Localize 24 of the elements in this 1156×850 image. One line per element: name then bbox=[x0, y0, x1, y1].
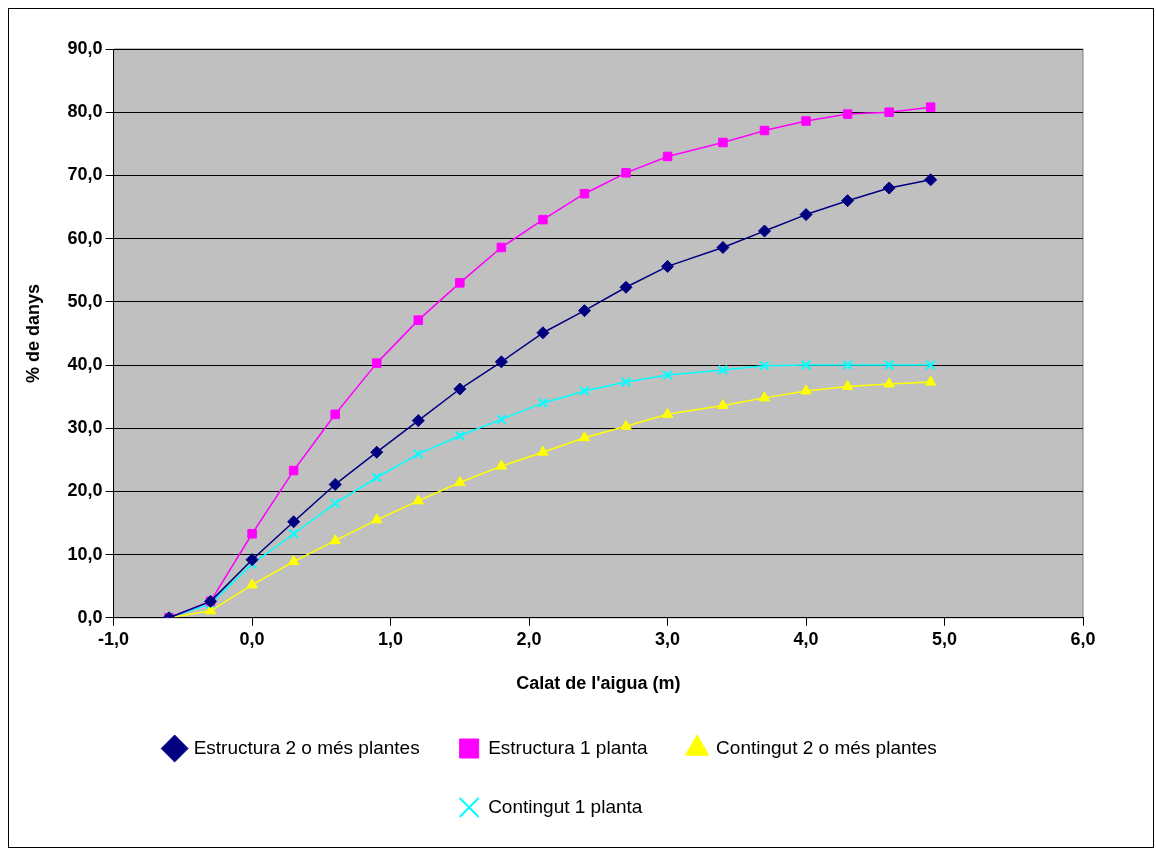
x-tick-label: 1,0 bbox=[378, 628, 404, 649]
y-tick-label: 0,0 bbox=[77, 606, 103, 627]
x-tick-label: 3,0 bbox=[655, 628, 681, 649]
y-axis-title: % de danys bbox=[22, 283, 43, 383]
y-tick-label: 10,0 bbox=[67, 543, 103, 564]
x-tick-label: 5,0 bbox=[932, 628, 958, 649]
legend-label: Contingut 1 planta bbox=[488, 795, 643, 817]
x-axis-title: Calat de l'aigua (m) bbox=[516, 673, 681, 694]
x-tick-label: 6,0 bbox=[1070, 628, 1096, 649]
x-tick-label: 2,0 bbox=[516, 628, 542, 649]
legend-label: Estructura 1 planta bbox=[488, 736, 649, 758]
y-tick-label: 40,0 bbox=[67, 353, 103, 374]
y-tick-label: 60,0 bbox=[67, 227, 103, 248]
x-tick-label: 0,0 bbox=[239, 628, 265, 649]
x-tick-label: -1,0 bbox=[98, 628, 130, 649]
y-tick-label: 90,0 bbox=[67, 37, 103, 58]
y-tick-label: 80,0 bbox=[67, 101, 103, 122]
y-tick-label: 70,0 bbox=[67, 164, 103, 185]
x-tick-label: 4,0 bbox=[793, 628, 819, 649]
legend-label: Estructura 2 o més plantes bbox=[193, 736, 420, 758]
y-tick-label: 30,0 bbox=[67, 417, 103, 438]
y-tick-label: 50,0 bbox=[67, 290, 103, 311]
legend-label: Contingut 2 o més plantes bbox=[716, 736, 937, 758]
y-tick-label: 20,0 bbox=[67, 480, 103, 501]
